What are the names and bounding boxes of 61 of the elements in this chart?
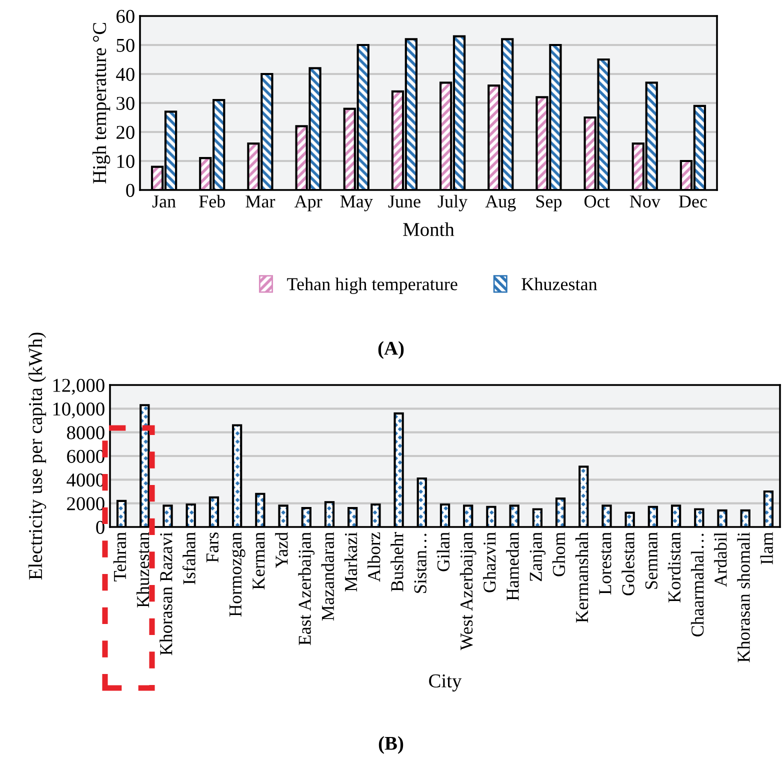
- x-tick-label: Alborz: [368, 532, 380, 582]
- x-tick-label: Kerman: [252, 532, 265, 590]
- x-tick-label: Fars: [206, 532, 218, 562]
- x-tick-label: Semnan: [645, 532, 658, 589]
- x-tick-label: Khuzestan: [136, 532, 150, 608]
- x-tick-label: West Azerbaijan: [460, 532, 476, 650]
- x-tick-label: Mazandaran: [321, 532, 334, 621]
- y-tick-label: 50: [116, 38, 134, 52]
- y-tick-label: 20: [116, 126, 134, 139]
- x-tick-label: Khorasan shomali: [737, 532, 750, 662]
- x-tick-label: Aug: [485, 195, 516, 212]
- y-axis-title: High temperature °C: [92, 22, 110, 184]
- x-tick-label: Dec: [678, 196, 707, 208]
- y-axis-title: Electricity use per capita (kWh): [28, 332, 46, 580]
- x-tick-label: Golestan: [622, 532, 634, 596]
- x-tick-label: Ilam: [760, 532, 773, 564]
- y-tick-label: 30: [116, 96, 134, 110]
- y-tick-label: 12,000: [53, 378, 104, 395]
- x-tick-label: Isfahan: [182, 532, 196, 584]
- x-tick-label: Zanjan: [530, 532, 546, 582]
- x-tick-label: Sistan…: [414, 534, 426, 593]
- y-tick-label: 40: [116, 68, 134, 81]
- x-axis-title: Month: [403, 222, 454, 236]
- x-tick-label: Chaarmahal…: [690, 534, 704, 636]
- legend-label: Tehan high temperature: [287, 278, 458, 294]
- x-tick-label: Ghazvin: [483, 532, 496, 592]
- y-tick-label: 0: [96, 520, 104, 534]
- x-tick-label: Hamedan: [506, 532, 519, 601]
- x-axis-title: City: [429, 674, 462, 692]
- y-tick-label: 10,000: [53, 402, 104, 418]
- y-tick-label: 8000: [66, 426, 104, 440]
- x-tick-label: Khorasan Razavi: [160, 532, 172, 656]
- text: (B): [378, 736, 404, 754]
- x-tick-label: Yazd: [275, 532, 288, 568]
- text: (A): [378, 341, 404, 359]
- x-tick-label: Jan: [152, 196, 176, 208]
- y-tick-label: 10: [117, 154, 134, 168]
- x-tick-label: Gilan: [436, 532, 450, 572]
- x-tick-label: East Azerbaijan: [298, 532, 315, 646]
- x-tick-label: Apr: [294, 195, 322, 212]
- x-tick-label: Kermanshah: [575, 532, 588, 623]
- x-tick-label: Oct: [584, 195, 610, 208]
- x-tick-label: June: [388, 196, 420, 208]
- x-tick-label: Hormozgan: [230, 532, 246, 617]
- x-tick-label: Mar: [246, 196, 276, 208]
- x-tick-label: Tehran: [113, 532, 126, 582]
- x-tick-label: Ardabil: [714, 532, 727, 587]
- y-tick-label: 2000: [67, 497, 104, 510]
- x-tick-label: Bushehr: [390, 532, 404, 592]
- x-tick-label: Lorestan: [599, 532, 612, 595]
- x-tick-label: Nov: [630, 196, 660, 208]
- y-tick-label: 60: [116, 10, 134, 23]
- y-tick-label: 0: [126, 184, 134, 197]
- x-tick-label: Ghom: [552, 532, 566, 576]
- x-tick-label: Sep: [536, 195, 562, 212]
- x-tick-label: Kordistan: [668, 532, 681, 603]
- x-tick-label: Markazi: [344, 532, 358, 592]
- x-tick-label: Feb: [199, 194, 225, 208]
- x-tick-label: July: [438, 194, 468, 212]
- x-tick-label: May: [340, 196, 373, 212]
- legend-label: Khuzestan: [522, 278, 598, 290]
